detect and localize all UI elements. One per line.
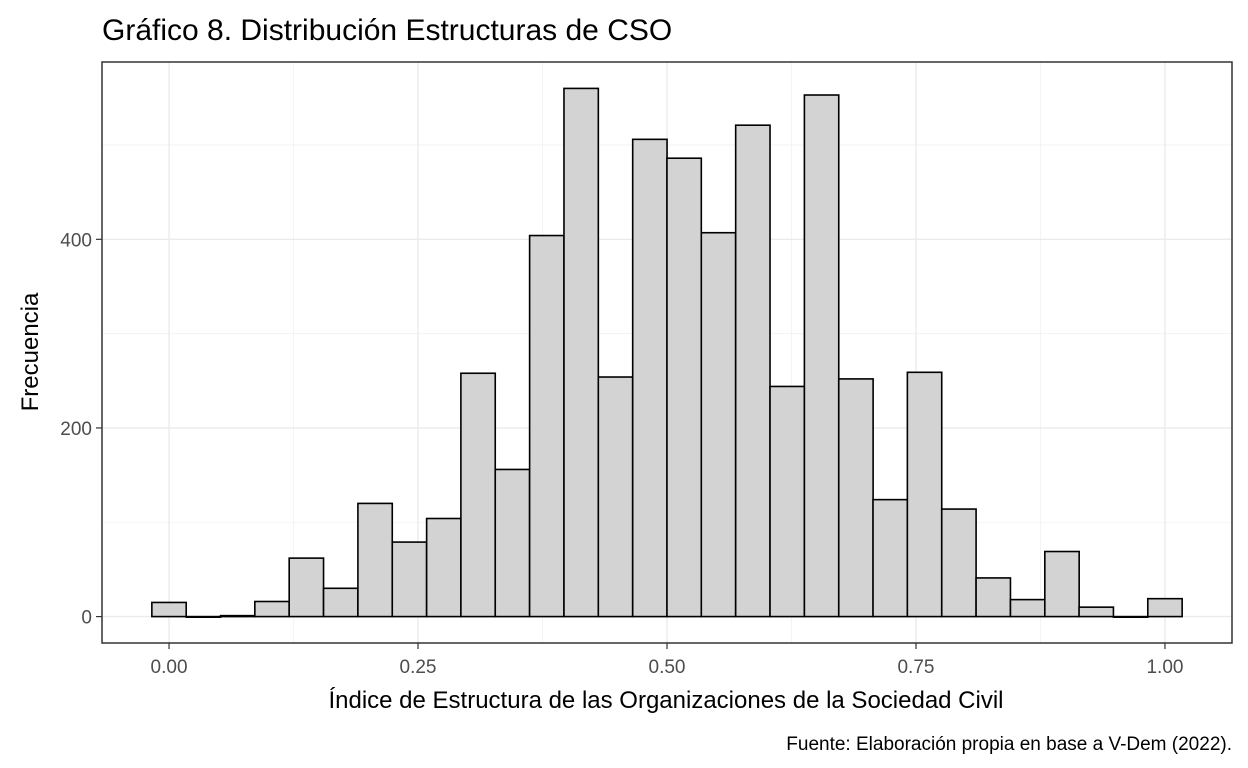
histogram-bar bbox=[597, 376, 634, 618]
histogram-bar bbox=[666, 157, 703, 618]
y-tick-label: 0 bbox=[81, 608, 92, 629]
histogram-bar bbox=[528, 234, 565, 618]
histogram-bar bbox=[460, 372, 497, 618]
histogram-bar bbox=[563, 87, 600, 618]
histogram-bars bbox=[151, 87, 1183, 618]
histogram-bar bbox=[494, 468, 531, 618]
x-axis: 0.00 0.25 0.50 0.75 1.00 bbox=[151, 643, 1183, 678]
histogram-bar bbox=[906, 371, 943, 618]
histogram-bar bbox=[872, 498, 909, 618]
y-axis-title: Frecuencia bbox=[17, 292, 44, 411]
y-axis: 0 200 400 bbox=[60, 230, 102, 629]
chart-title: Gráfico 8. Distribución Estructuras de C… bbox=[102, 14, 672, 47]
histogram-bar bbox=[1009, 598, 1046, 618]
histogram-bar bbox=[288, 557, 325, 618]
histogram-bar bbox=[1146, 597, 1183, 618]
histogram-bar bbox=[151, 601, 188, 618]
y-tick-label: 200 bbox=[60, 419, 92, 440]
histogram-bar bbox=[1044, 550, 1080, 618]
histogram-bar bbox=[734, 124, 771, 618]
histogram-bar bbox=[185, 615, 222, 618]
y-tick-label: 400 bbox=[60, 230, 92, 251]
histogram-bar bbox=[1112, 615, 1149, 618]
histogram-bar bbox=[631, 138, 668, 618]
histogram-bar bbox=[254, 600, 290, 618]
histogram-bar bbox=[1078, 606, 1115, 618]
histogram-bar bbox=[391, 541, 428, 618]
histogram-bar bbox=[322, 587, 359, 618]
source-caption: Fuente: Elaboración propia en base a V-D… bbox=[786, 734, 1232, 755]
histogram-bar bbox=[425, 517, 462, 618]
x-tick-label: 0.00 bbox=[151, 657, 188, 678]
x-axis-title: Índice de Estructura de las Organizacion… bbox=[328, 687, 1003, 714]
x-tick-label: 0.75 bbox=[897, 657, 934, 678]
histogram-bar bbox=[769, 385, 806, 618]
histogram-bar bbox=[700, 231, 737, 618]
histogram-bar bbox=[219, 614, 256, 618]
histogram-bar bbox=[837, 378, 874, 618]
x-tick-label: 1.00 bbox=[1146, 657, 1183, 678]
histogram-bar bbox=[940, 508, 977, 618]
histogram-bar bbox=[975, 577, 1012, 618]
x-tick-label: 0.25 bbox=[400, 657, 437, 678]
x-tick-label: 0.50 bbox=[649, 657, 686, 678]
histogram-bar bbox=[803, 94, 840, 618]
histogram-bar bbox=[357, 502, 394, 618]
